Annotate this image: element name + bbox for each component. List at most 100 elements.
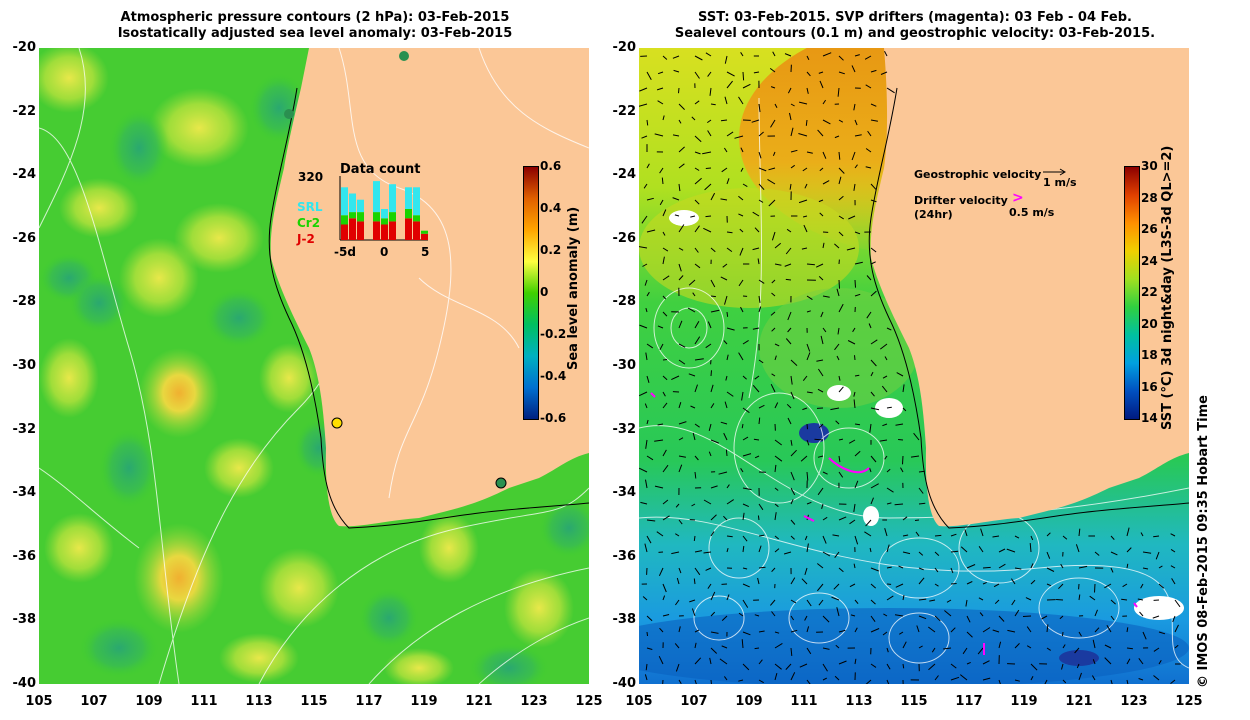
- velocity-vector: [770, 86, 776, 89]
- velocity-vector: [1152, 615, 1160, 619]
- velocity-vector: [870, 290, 877, 297]
- velocity-vector: [639, 87, 648, 92]
- velocity-vector: [771, 231, 776, 241]
- velocity-vector: [774, 103, 778, 108]
- velocity-vector: [832, 534, 840, 537]
- velocity-vector: [688, 279, 696, 286]
- velocity-vector: [870, 615, 876, 622]
- velocity-vector: [790, 359, 798, 366]
- velocity-vector: [994, 599, 1000, 605]
- velocity-vector: [853, 183, 856, 191]
- velocity-vector: [806, 87, 809, 94]
- velocity-vector: [774, 548, 780, 553]
- velocity-vector: [771, 279, 776, 284]
- velocity-vector: [838, 303, 844, 313]
- velocity-vector: [790, 599, 797, 604]
- velocity-vector: [710, 679, 712, 684]
- velocity-vector: [678, 343, 686, 348]
- velocity-vector: [741, 423, 744, 429]
- x-tick-label: 115: [300, 694, 328, 709]
- velocity-vector: [870, 261, 876, 265]
- velocity-vector: [671, 551, 680, 555]
- velocity-vector: [1091, 675, 1096, 681]
- velocity-vector: [1059, 615, 1064, 620]
- velocity-vector: [639, 324, 648, 329]
- velocity-vector: [672, 197, 680, 201]
- velocity-vector: [966, 615, 971, 623]
- sst-colorbar-tick: 18: [1141, 348, 1158, 362]
- velocity-vector: [673, 69, 680, 73]
- sst-colorbar-tick: 14: [1141, 411, 1158, 425]
- velocity-vector: [854, 231, 861, 235]
- velocity-vector: [818, 276, 824, 281]
- velocity-vector: [1046, 647, 1051, 651]
- inset-legend-cr2: Cr2: [297, 216, 321, 230]
- velocity-vector: [962, 647, 968, 655]
- velocity-vector: [1089, 595, 1096, 601]
- velocity-vector: [742, 583, 750, 588]
- velocity-vector: [705, 343, 712, 349]
- velocity-vector: [886, 647, 889, 653]
- velocity-vector: [1110, 599, 1116, 605]
- velocity-vector: [1171, 578, 1176, 585]
- velocity-vector: [643, 183, 648, 189]
- inset-xtick-5: 5: [421, 245, 430, 259]
- velocity-vector: [950, 533, 957, 537]
- y-tick-label: -24: [612, 167, 637, 183]
- velocity-vector: [1104, 583, 1112, 589]
- velocity-vector: [758, 566, 766, 569]
- velocity-vector: [742, 631, 751, 636]
- velocity-vector: [918, 577, 925, 585]
- velocity-vector: [694, 177, 702, 185]
- velocity-vector: [886, 327, 892, 331]
- velocity-vector: [656, 531, 664, 537]
- velocity-vector: [806, 439, 810, 446]
- geostrophic-scale-label: 1 m/s: [1043, 176, 1077, 189]
- shelf-break-line: [268, 87, 589, 529]
- velocity-vector: [758, 359, 764, 364]
- y-tick-label: -24: [12, 167, 37, 183]
- y-tick-label: -28: [12, 294, 37, 310]
- sst-colorbar-ticks: 30 28 26 24 22 20 18 16 14: [1141, 159, 1169, 425]
- velocity-vector: [646, 519, 656, 522]
- velocity-vector: [916, 625, 920, 633]
- velocity-vector: [662, 359, 668, 361]
- velocity-vector: [757, 577, 760, 585]
- velocity-vector: [1046, 551, 1051, 559]
- velocity-vector: [950, 663, 957, 669]
- velocity-vector: [854, 134, 862, 137]
- velocity-vector: [742, 83, 751, 89]
- velocity-vector: [1126, 647, 1133, 650]
- velocity-vector: [1044, 679, 1048, 684]
- velocity-vector: [822, 151, 827, 159]
- velocity-vector: [688, 373, 696, 377]
- velocity-vector: [816, 359, 824, 362]
- velocity-vector: [879, 439, 888, 442]
- velocity-vector: [854, 450, 861, 457]
- velocity-vector: [678, 146, 685, 153]
- velocity-vector: [754, 375, 760, 380]
- velocity-vector: [806, 679, 811, 684]
- velocity-vector: [725, 375, 728, 381]
- velocity-vector: [640, 501, 648, 505]
- velocity-vector: [742, 487, 752, 491]
- velocity-vector: [819, 80, 824, 89]
- sea-level-colorbar-tick: 0.4: [540, 201, 562, 215]
- velocity-vector: [687, 307, 696, 313]
- velocity-vector: [934, 615, 941, 622]
- velocity-vector: [694, 151, 701, 155]
- y-tick-label: -22: [12, 103, 37, 119]
- velocity-vector: [678, 626, 681, 633]
- velocity-vector: [880, 71, 888, 75]
- velocity-vector: [886, 566, 892, 569]
- velocity-vector: [740, 147, 744, 153]
- velocity-vector: [675, 533, 680, 537]
- velocity-vector: [720, 276, 728, 281]
- velocity-vector: [726, 484, 730, 489]
- velocity-vector: [658, 655, 664, 665]
- histogram-bar-srl: [357, 199, 364, 213]
- velocity-vector: [691, 116, 696, 121]
- left-title-line1: Atmospheric pressure contours (2 hPa): 0…: [120, 10, 510, 25]
- y-tick-label: -30: [612, 358, 637, 373]
- velocity-vector: [806, 599, 812, 607]
